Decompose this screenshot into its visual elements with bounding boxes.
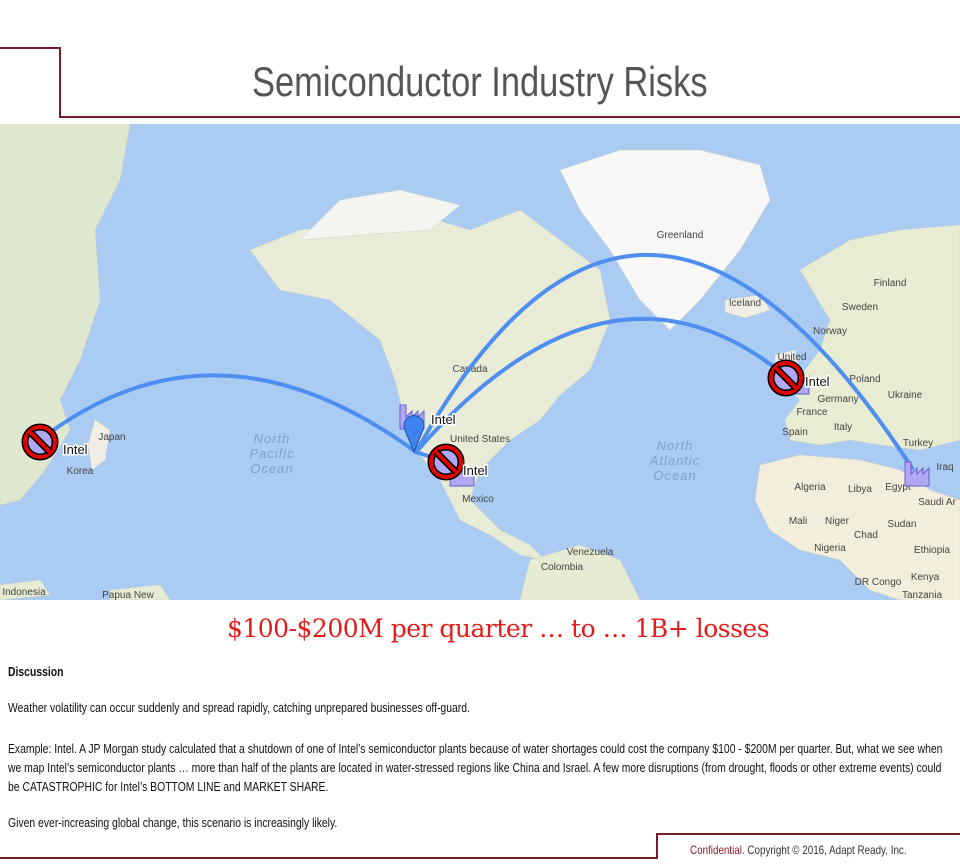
place-label: France — [796, 407, 828, 418]
page-title: Semiconductor Industry Risks — [252, 58, 708, 105]
place-label: DR Congo — [855, 577, 902, 588]
world-map[interactable]: North Pacific Ocean North Atlantic Ocean Can… — [0, 124, 960, 600]
place-label: Sweden — [842, 302, 878, 313]
place-label: Indonesia — [2, 587, 46, 598]
copyright-text: . Copyright © 2016, Adapt Ready, Inc. — [741, 843, 907, 857]
intel-site-label: Intel — [463, 463, 488, 478]
footer-rule-top — [656, 833, 960, 835]
place-label: Tanzania — [902, 590, 942, 600]
discussion-paragraph: Weather volatility can occur suddenly an… — [8, 700, 470, 715]
place-label: Germany — [817, 394, 858, 405]
place-label: Ukraine — [888, 390, 923, 401]
intel-site-label: Intel — [63, 442, 88, 457]
intel-labels: Intel Intel Intel Intel — [62, 373, 832, 480]
header-rule-vertical — [59, 47, 61, 118]
route-japan-oregon — [38, 373, 418, 454]
place-label: Japan — [98, 432, 125, 443]
place-label: Chad — [854, 530, 878, 541]
footer-rule-bottom — [0, 857, 658, 859]
footer-rule-vertical — [656, 833, 658, 859]
place-label: Kenya — [911, 572, 940, 583]
place-label: Sudan — [888, 519, 917, 530]
discussion-paragraph: Example: Intel. A JP Morgan study calcul… — [8, 741, 943, 794]
header-rule-bottom — [59, 116, 960, 118]
place-label: Algeria — [794, 482, 826, 493]
prohibited-markers — [21, 359, 805, 481]
place-label: Greenland — [657, 230, 704, 241]
place-label: Mexico — [462, 494, 494, 505]
place-label: Spain — [782, 427, 808, 438]
prohibited-sign-icon[interactable] — [427, 443, 465, 481]
place-label: Colombia — [541, 562, 584, 573]
place-label: United — [778, 352, 807, 363]
header-rule-top — [0, 47, 61, 49]
place-label: Italy — [834, 422, 852, 433]
confidential-label: Confidential — [690, 843, 742, 857]
place-label: Mali — [789, 516, 807, 527]
place-label: Egypt — [885, 482, 911, 493]
discussion-paragraph: Given ever-increasing global change, thi… — [8, 815, 338, 830]
place-label: Saudi Ar — [918, 497, 956, 508]
land — [0, 124, 960, 600]
prohibited-sign-icon[interactable] — [21, 423, 59, 461]
loss-headline: $100-$200M per quarter … to … 1B+ losses — [226, 614, 770, 643]
ocean-labels: North Pacific Ocean North Atlantic Ocean — [249, 431, 701, 483]
prohibited-sign-icon[interactable] — [767, 359, 805, 397]
place-label: Niger — [825, 516, 850, 527]
intel-site-label: Intel — [805, 374, 830, 389]
place-label: Norway — [813, 326, 847, 337]
place-label: Nigeria — [814, 543, 846, 554]
place-label: Libya — [848, 484, 872, 495]
place-label: Poland — [849, 374, 880, 385]
place-label: Iceland — [729, 298, 761, 309]
place-label: Finland — [874, 278, 907, 289]
intel-site-label: Intel — [431, 412, 456, 427]
discussion-heading: Discussion — [8, 664, 64, 679]
place-label: Turkey — [903, 438, 933, 449]
ocean-label-atlantic: North Atlantic Ocean — [649, 438, 701, 483]
place-label: Papua New — [102, 590, 154, 600]
factory-icon[interactable] — [904, 461, 930, 487]
route-oregon-ireland — [414, 316, 790, 454]
place-label: Ethiopia — [914, 545, 951, 556]
place-label: Venezuela — [567, 547, 614, 558]
map-pin-icon[interactable] — [403, 415, 425, 454]
place-label: United States — [450, 434, 510, 445]
place-label: Iraq — [936, 462, 953, 473]
routes — [38, 252, 914, 470]
place-label: Korea — [67, 466, 94, 477]
ocean-label-pacific: North Pacific Ocean — [249, 431, 294, 476]
route-oregon-israel — [414, 252, 914, 470]
footer-copyright: Confidential. Copyright © 2016, Adapt Re… — [690, 843, 907, 857]
